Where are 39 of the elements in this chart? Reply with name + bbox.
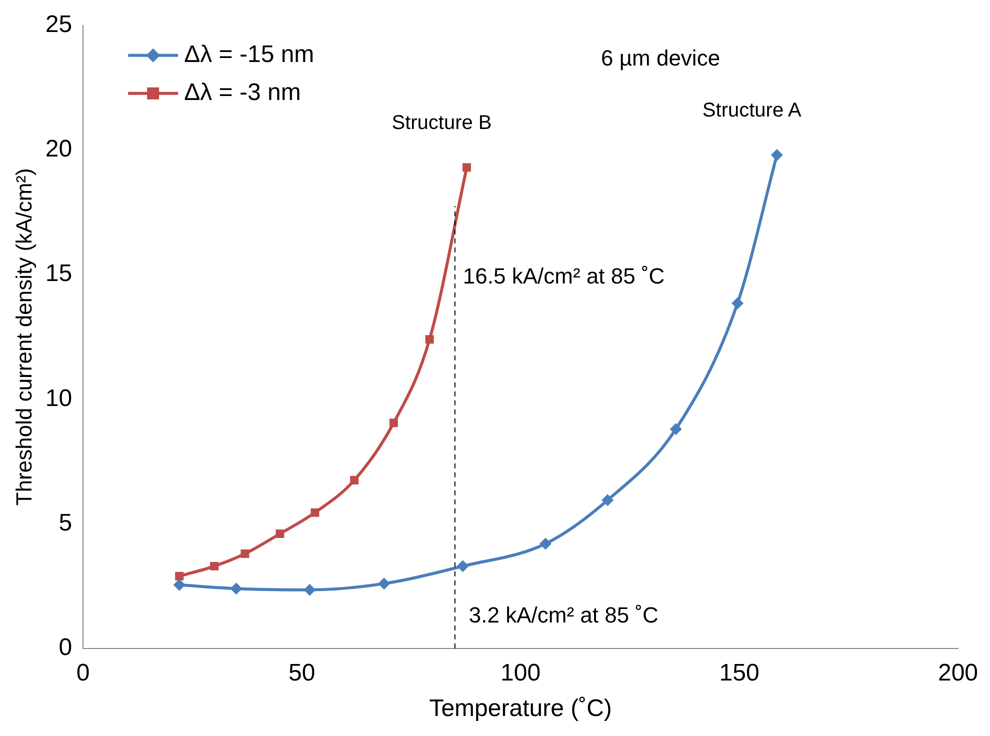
x-tick-label: 0 [76,659,90,686]
y-tick-label: 5 [58,509,72,536]
y-tick-label: 25 [45,11,72,38]
point [456,560,469,572]
point [230,582,242,595]
point [770,148,783,161]
x-tick-label: 100 [500,659,541,686]
y-axis-title: Threshold current density (kA/cm²) [11,168,36,506]
point [389,418,398,428]
point [173,578,186,591]
point [462,163,471,172]
point [732,297,744,310]
annotation: 3.2 kA/cm² at 85 ˚C [468,602,659,628]
point [378,578,390,590]
point [175,572,184,580]
point [670,423,682,436]
point [350,476,359,484]
annotation: Structure B [392,112,492,134]
point [310,508,320,517]
x-axis-title: Temperature (˚C) [429,695,612,722]
y-tick-label: 20 [45,136,72,163]
point [539,538,552,550]
point [425,335,434,344]
annotation: 16.5 kA/cm² at 85 ˚C [462,263,665,288]
legend-label: Δλ = -3 nm [184,79,301,106]
x-tick-label: 150 [719,659,760,686]
point [602,494,614,506]
annotation: Structure A [702,100,802,122]
point [276,530,284,538]
point [304,584,316,596]
x-tick-label: 200 [938,659,978,686]
annotation: 6 µm device [601,45,720,70]
legend-label: Δλ = -15 nm [184,41,314,68]
y-tick-label: 0 [58,634,72,662]
y-tick-label: 10 [45,384,72,412]
point [210,562,219,570]
x-tick-label: 50 [288,659,316,686]
point [240,549,250,558]
y-tick-label: 15 [45,260,72,288]
